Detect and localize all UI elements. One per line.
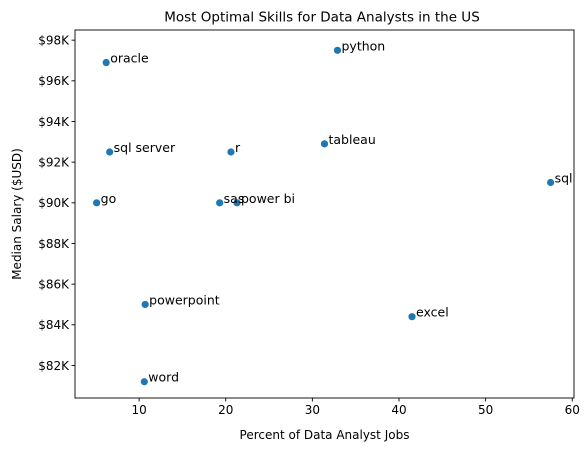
data-point-label: word	[148, 370, 179, 385]
x-tick-label: 30	[305, 403, 320, 417]
data-point-label: sql	[555, 170, 573, 185]
data-point-label: oracle	[110, 51, 149, 66]
y-tick-label: $88K	[38, 237, 70, 251]
y-tick-label: $82K	[38, 359, 70, 373]
data-point	[140, 378, 148, 386]
x-tick-label: 60	[565, 403, 580, 417]
plot-frame	[74, 29, 575, 399]
y-tick-label: $84K	[38, 318, 70, 332]
data-point-label: powerpoint	[149, 292, 220, 307]
data-point-label: sas	[224, 191, 245, 206]
y-axis: $82K $84K $86K $88K $90K $92K $94K $96K $98K	[38, 33, 75, 373]
data-point-label: sql server	[114, 140, 176, 155]
y-tick-label: $92K	[38, 155, 70, 169]
x-axis: 10 20 30 40 50 60	[131, 398, 580, 417]
x-tick-label: 40	[391, 403, 406, 417]
data-point	[233, 199, 241, 207]
data-point-label: r	[235, 140, 241, 155]
x-tick-label: 50	[478, 403, 493, 417]
y-tick-label: $86K	[38, 277, 70, 291]
data-point-label: tableau	[329, 132, 376, 147]
data-point-label: go	[101, 191, 117, 206]
data-point-label: python	[341, 38, 385, 53]
data-point	[102, 58, 110, 67]
data-points	[93, 46, 555, 386]
x-tick-label: 10	[131, 403, 146, 417]
chart-title: Most Optimal Skills for Data Analysts in…	[164, 10, 480, 26]
data-point	[547, 178, 555, 187]
data-point-label: power bi	[241, 191, 295, 206]
y-tick-label: $90K	[38, 196, 70, 210]
data-point	[227, 148, 235, 156]
data-point	[408, 313, 416, 321]
data-point	[141, 300, 149, 309]
data-point-label: excel	[416, 305, 449, 320]
y-tick-label: $94K	[38, 115, 70, 129]
x-tick-label: 20	[218, 403, 233, 417]
y-tick-label: $98K	[38, 33, 70, 47]
data-point-labels: python oracle tableau sql server r sql go power…	[101, 38, 573, 384]
data-point	[106, 148, 114, 156]
x-axis-label: Percent of Data Analyst Jobs	[240, 428, 410, 442]
data-point	[93, 199, 101, 207]
y-axis-label: Median Salary ($USD)	[10, 148, 24, 280]
data-point	[320, 140, 329, 148]
data-point	[216, 199, 224, 207]
y-tick-label: $96K	[38, 74, 70, 88]
data-point	[333, 46, 342, 54]
